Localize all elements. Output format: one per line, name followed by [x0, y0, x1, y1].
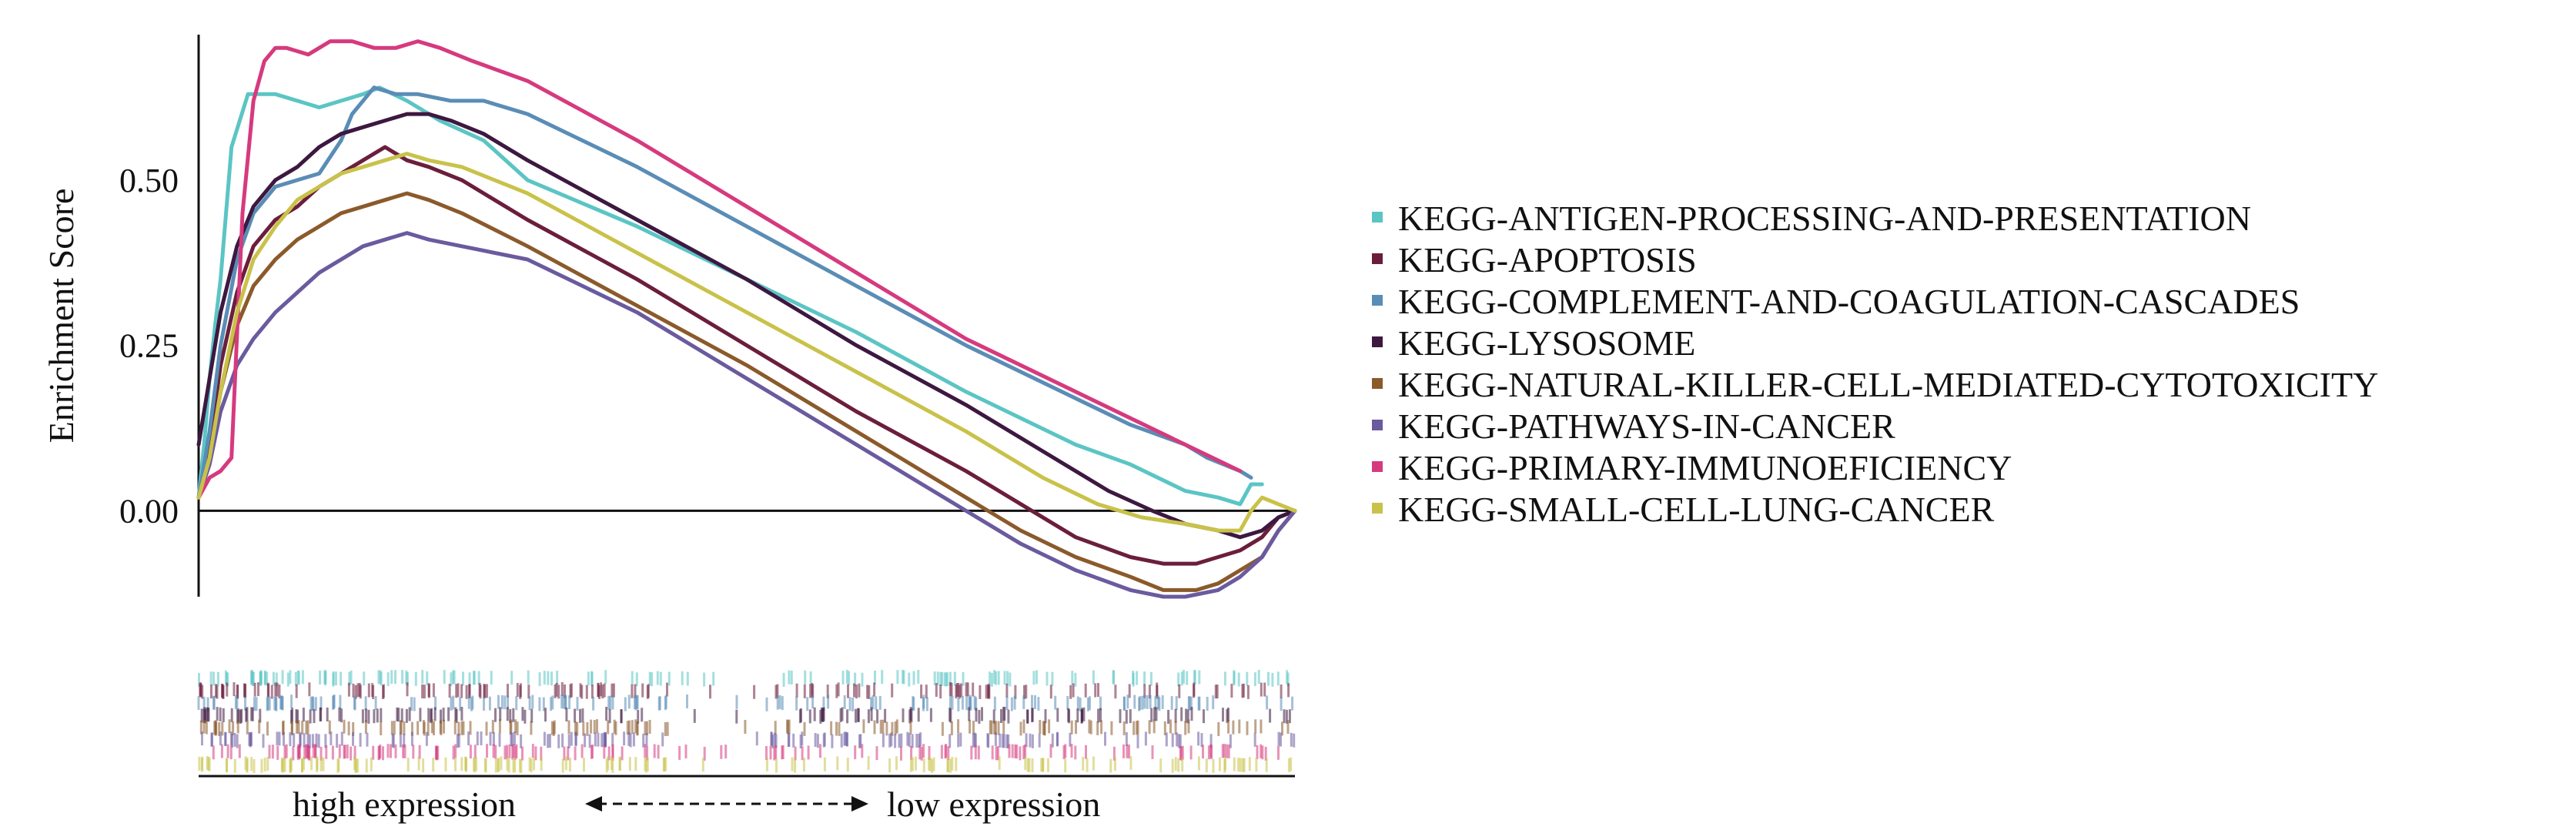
- series-line: [196, 191, 1297, 592]
- y-tick-label: 0.50: [119, 162, 179, 199]
- legend-swatch: [1372, 336, 1383, 347]
- series-lines: [196, 39, 1297, 599]
- y-tick-labels: 0.00 0.25 0.50: [119, 162, 179, 530]
- arrow-left-icon: [585, 796, 602, 812]
- y-axis-title: Enrichment Score: [42, 189, 81, 443]
- legend-label: KEGG-ANTIGEN-PROCESSING-AND-PRESENTATION: [1398, 199, 2251, 238]
- legend-label: KEGG-LYSOSOME: [1398, 323, 1695, 363]
- high-expression-label: high expression: [293, 785, 516, 824]
- low-expression-label: low expression: [887, 785, 1100, 824]
- y-tick-label: 0.00: [119, 492, 179, 530]
- legend-label: KEGG-COMPLEMENT-AND-COAGULATION-CASCADES: [1398, 282, 2300, 321]
- legend-swatch: [1372, 420, 1383, 430]
- series-line: [196, 112, 1297, 540]
- legend-swatch: [1372, 378, 1383, 389]
- series-line: [196, 152, 1297, 533]
- legend-swatch: [1372, 295, 1383, 306]
- legend-label: KEGG-APOPTOSIS: [1398, 240, 1697, 279]
- series-line: [196, 39, 1243, 500]
- y-tick-label: 0.25: [119, 327, 179, 365]
- legend-swatch: [1372, 461, 1383, 472]
- gene-hit-barcode: [197, 670, 1296, 778]
- arrow-right-icon: [851, 796, 868, 812]
- legend-label: KEGG-NATURAL-KILLER-CELL-MEDIATED-CYTOTO…: [1398, 365, 2378, 404]
- series-line: [196, 85, 1253, 500]
- series-line: [196, 231, 1297, 599]
- legend-swatch: [1372, 212, 1383, 223]
- plot-area: 0.00 0.25 0.50 Enrichment Score: [42, 35, 1297, 599]
- legend-label: KEGG-PATHWAYS-IN-CANCER: [1398, 407, 1895, 446]
- expression-axis: high expression low expression: [293, 785, 1100, 824]
- series-line: [196, 145, 1297, 566]
- legend-swatch: [1372, 503, 1383, 514]
- legend: KEGG-ANTIGEN-PROCESSING-AND-PRESENTATION…: [1372, 199, 2378, 529]
- legend-swatch: [1372, 253, 1383, 264]
- legend-label: KEGG-SMALL-CELL-LUNG-CANCER: [1398, 490, 1995, 529]
- legend-label: KEGG-PRIMARY-IMMUNOEFICIENCY: [1398, 448, 2012, 487]
- series-line: [196, 85, 1264, 507]
